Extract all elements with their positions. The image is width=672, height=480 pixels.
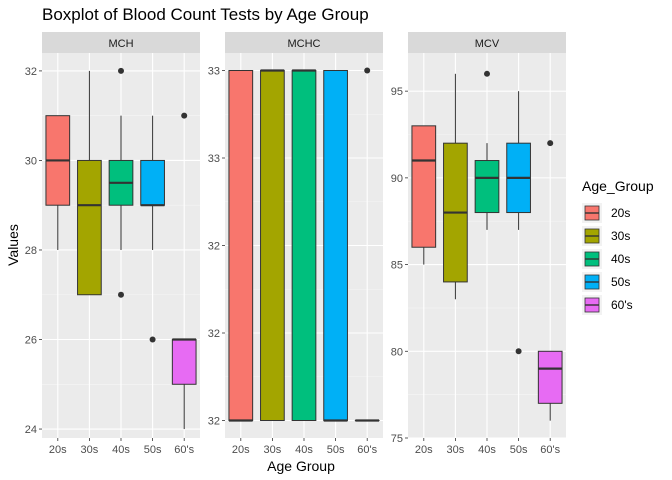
y-tick-label: 24 [25,424,37,436]
facet-label: MCV [475,38,500,50]
x-tick-label: 30s [264,444,282,456]
facet-strip [42,32,200,53]
facet-label: MCH [108,38,133,50]
y-tick-label: 32 [208,241,220,253]
y-tick-label: 75 [391,433,403,445]
legend-label: 50s [611,275,630,289]
box-30s [260,69,285,421]
box-40s [108,67,134,298]
y-tick-label: 95 [391,86,403,98]
panel-mcv: MCV 75 80 85 90 95 20s 30s 40s 50s 60's [391,32,566,456]
box-20s [411,125,437,265]
box-30s [443,73,468,300]
outlier-point [149,336,156,343]
box-body [323,70,348,421]
box-body [260,70,285,421]
box-50s [323,70,348,422]
y-tick-label: 90 [391,173,403,185]
box-20s [228,70,254,422]
y-tick-label: 80 [391,346,403,358]
box-60s [171,112,197,430]
legend-entry: 30s [582,226,630,246]
legend-entry: 20s [582,203,630,223]
outlier-point [118,67,124,74]
y-tick-label: 33 [208,153,220,165]
box-body [171,339,197,385]
box-50s [140,115,165,343]
outlier-point [181,112,188,119]
legend-entry: 50s [582,272,630,292]
panel-mch: MCH 24 26 28 30 32 20s 30s 40s 50s 60's [25,32,200,456]
legend-title: Age_Group [582,178,654,194]
box-body [291,70,317,421]
facet-panels: MCH 24 26 28 30 32 20s 30s 40s 50s 60's MCHC 32 32 32 3… [25,32,566,456]
legend-label: 60's [611,298,633,312]
x-axis-title: Age Group [267,458,335,474]
y-tick-label: 26 [25,335,37,347]
outlier-point [364,67,371,74]
x-tick-label: 60's [174,444,194,456]
chart-title: Boxplot of Blood Count Tests by Age Grou… [42,5,369,24]
box-body [474,160,500,214]
y-axis-title: Values [5,224,21,266]
box-30s [77,70,102,296]
x-tick-label: 20s [232,444,250,456]
y-tick-label: 32 [208,416,220,428]
y-tick-label: 33 [208,66,220,78]
legend-label: 40s [611,252,630,266]
box-60s [354,67,380,422]
x-tick-label: 20s [415,444,433,456]
box-40s [291,69,317,421]
box-body [140,159,165,206]
x-tick-label: 50s [144,444,162,456]
outlier-point [547,140,554,147]
facet-label: MCHC [288,38,321,50]
x-tick-label: 50s [510,444,528,456]
x-tick-label: 20s [49,444,67,456]
outlier-point [484,70,490,77]
panel-mchc: MCHC 32 32 32 33 33 20s 30s 40s 50s 60's [208,32,383,456]
box-50s [506,91,531,355]
legend: Age_Group 20s 30s 40s 50s 60's [582,178,654,315]
legend-entry: 60's [582,295,633,315]
box-20s [45,115,71,250]
x-tick-label: 30s [81,444,99,456]
x-tick-label: 40s [295,444,313,456]
x-tick-label: 30s [447,444,465,456]
facet-strip [225,32,383,53]
box-body [411,125,437,248]
legend-label: 20s [611,206,630,220]
outlier-point [515,348,522,355]
x-tick-label: 60's [357,444,377,456]
box-body [537,350,563,404]
legend-label: 30s [611,229,630,243]
y-tick-label: 85 [391,260,403,272]
y-tick-label: 32 [208,328,220,340]
x-tick-label: 60's [540,444,560,456]
x-tick-label: 40s [112,444,130,456]
outlier-point [118,291,124,298]
y-tick-label: 28 [25,245,37,257]
box-60s [537,140,563,421]
facet-strip [408,32,566,53]
box-body [77,159,102,296]
x-tick-label: 40s [478,444,496,456]
y-tick-label: 30 [25,155,37,167]
box-40s [474,70,500,230]
x-tick-label: 50s [327,444,345,456]
box-body [228,70,254,421]
y-tick-label: 32 [25,66,37,78]
legend-entry: 40s [582,249,630,269]
